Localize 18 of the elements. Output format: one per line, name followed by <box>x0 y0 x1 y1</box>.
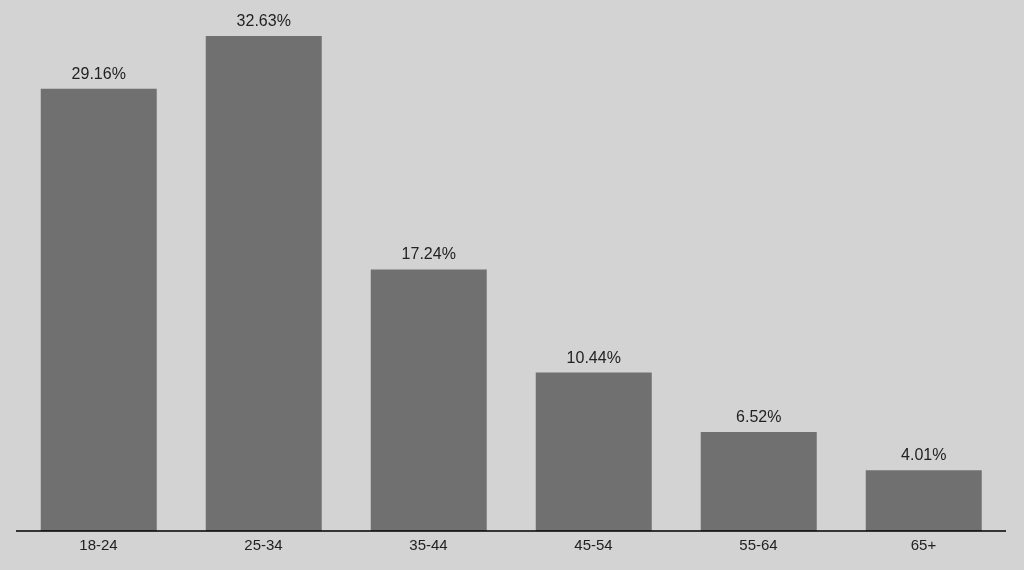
bar <box>535 372 652 531</box>
bar <box>370 269 487 531</box>
data-label: 17.24% <box>401 245 456 263</box>
data-label: 29.16% <box>71 64 126 82</box>
data-label: 10.44% <box>566 348 621 366</box>
data-label: 6.52% <box>736 408 782 426</box>
x-tick-label: 18-24 <box>79 535 118 553</box>
bar <box>700 432 817 531</box>
data-label: 4.01% <box>901 446 947 464</box>
data-label: 32.63% <box>236 12 291 29</box>
x-tick-label: 25-34 <box>244 535 283 553</box>
x-tick-label: 65+ <box>910 535 937 553</box>
x-tick-label: 45-54 <box>574 535 613 553</box>
bar <box>205 36 322 531</box>
x-tick-label: 55-64 <box>739 535 778 553</box>
bar <box>865 470 982 531</box>
bar <box>40 88 157 531</box>
x-tick-label: 35-44 <box>409 535 448 553</box>
